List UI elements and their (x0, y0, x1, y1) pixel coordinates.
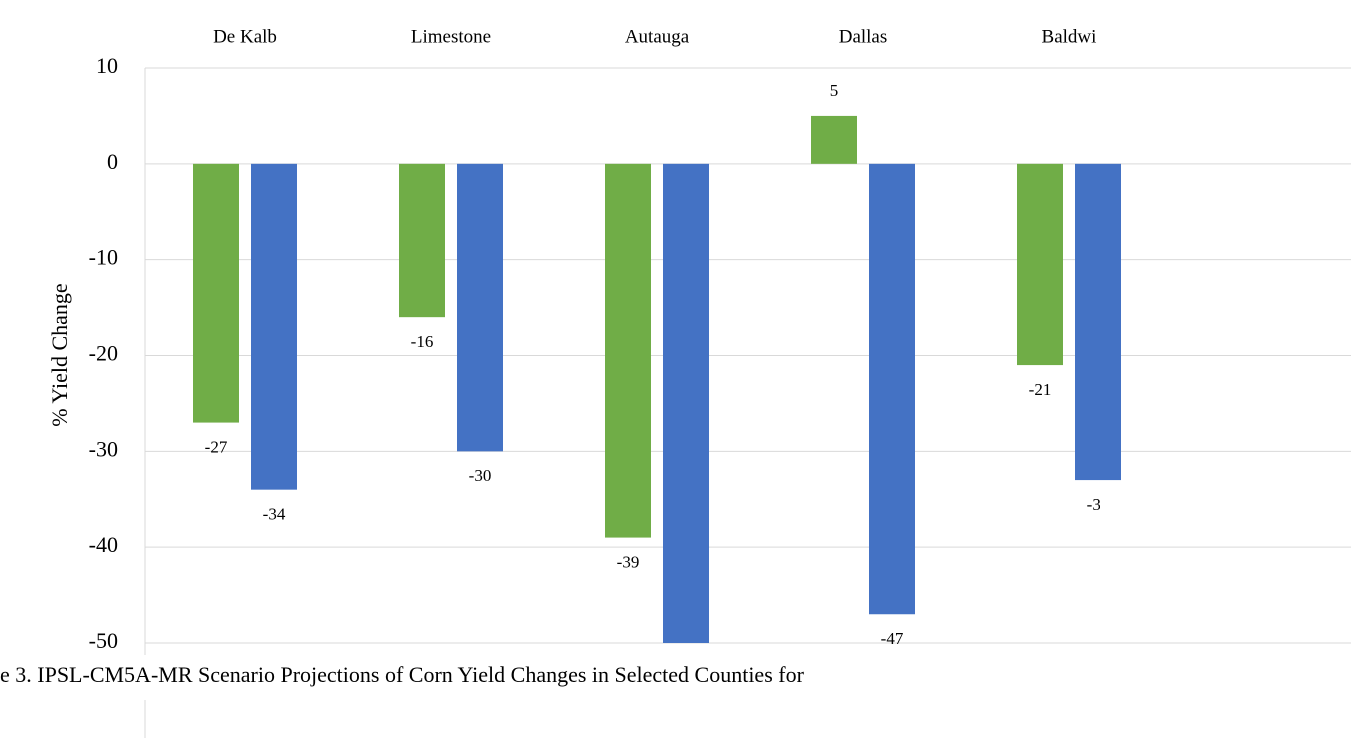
bar (663, 163, 709, 644)
data-label: 5 (830, 81, 839, 100)
y-tick-label: 0 (107, 149, 118, 174)
y-tick-label: -10 (89, 245, 118, 270)
x-category-label: De Kalb (213, 26, 277, 47)
bar (457, 163, 503, 452)
bar (811, 115, 857, 164)
data-label: -16 (411, 332, 434, 351)
bar (1017, 163, 1063, 366)
data-label: -34 (263, 505, 286, 524)
x-category-label: Autauga (625, 26, 690, 47)
data-label: -21 (1029, 380, 1052, 399)
data-label: -39 (617, 552, 640, 571)
y-tick-label: -50 (89, 628, 118, 653)
bar (1075, 163, 1121, 481)
x-category-label: Dallas (839, 26, 888, 47)
x-category-label: Baldwi (1042, 26, 1097, 47)
bar (869, 163, 915, 615)
caption-bg (0, 655, 1351, 700)
y-tick-label: 10 (96, 53, 118, 78)
y-axis-title: % Yield Change (47, 283, 72, 426)
data-label: -47 (881, 629, 904, 648)
caption: e 3. IPSL-CM5A-MR Scenario Projections o… (0, 662, 805, 687)
data-label: -30 (469, 466, 492, 485)
data-label: -33 (1087, 495, 1110, 514)
y-tick-label: -20 (89, 341, 118, 366)
bar (399, 163, 445, 318)
data-label: -27 (205, 437, 228, 456)
x-category-label: Limestone (411, 26, 491, 47)
y-tick-label: -40 (89, 532, 118, 557)
y-tick-label: -30 (89, 436, 118, 461)
bar (193, 163, 239, 423)
bar (251, 163, 297, 490)
bar (605, 163, 651, 538)
